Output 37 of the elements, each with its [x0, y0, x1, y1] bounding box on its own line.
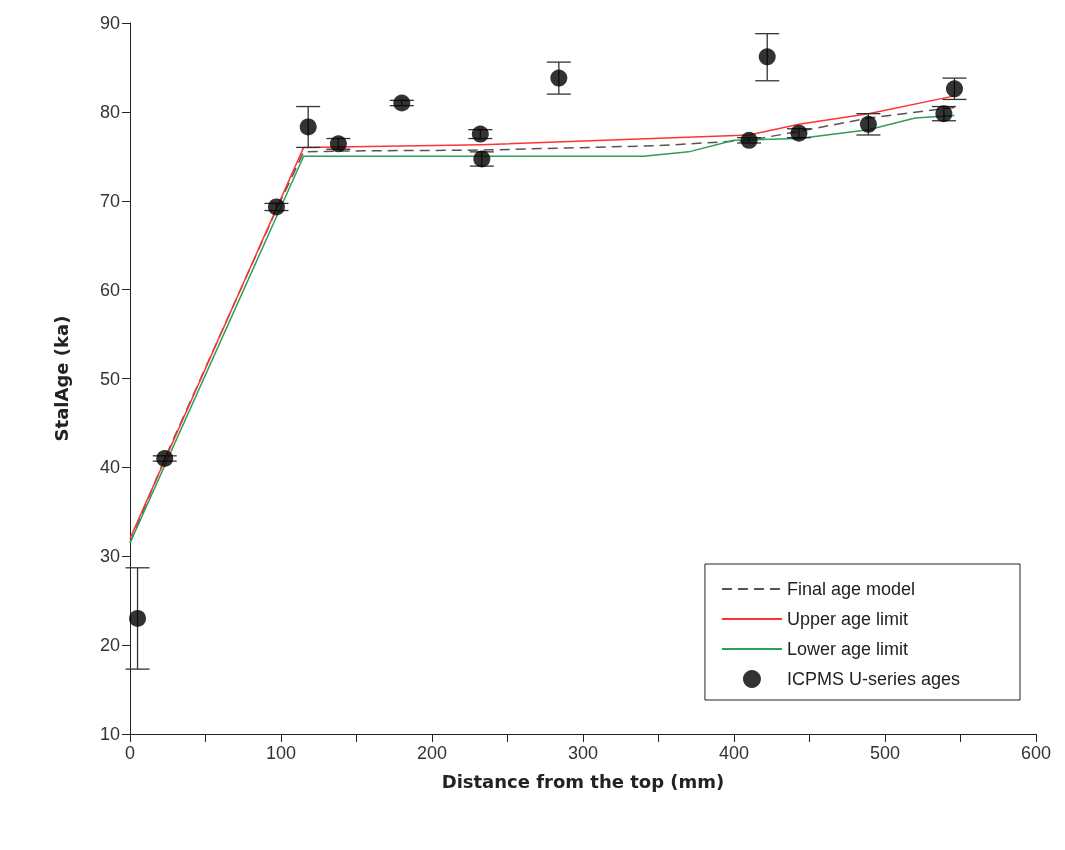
- point: [740, 131, 758, 149]
- y-tick-label: 50: [99, 368, 120, 389]
- point: [156, 449, 174, 467]
- y-tick-label: 70: [99, 190, 120, 211]
- y-tick-label: 60: [99, 279, 120, 300]
- point: [550, 69, 568, 87]
- y-tick-label: 90: [99, 13, 120, 33]
- point: [471, 125, 489, 143]
- point: [299, 118, 317, 136]
- x-tick-label: 100: [265, 743, 297, 763]
- x-axis-title: Distance from the top (mm): [441, 770, 725, 792]
- x-tick-label: 600: [1020, 743, 1052, 763]
- x-tick-label: 400: [718, 743, 750, 763]
- point: [790, 124, 808, 142]
- y-tick-label: 20: [99, 635, 120, 656]
- y-axis-title: StalAge (ka): [50, 315, 72, 442]
- legend-label: Lower age limit: [786, 639, 909, 659]
- y-tick-label: 10: [99, 724, 120, 744]
- point: [945, 80, 963, 98]
- point: [267, 198, 285, 216]
- point: [473, 150, 491, 168]
- x-tick-label: 200: [416, 743, 448, 763]
- legend-label: Upper age limit: [786, 609, 909, 629]
- y-tick-label: 40: [99, 457, 120, 478]
- legend-label: ICPMS U-series ages: [786, 669, 961, 689]
- x-tick-label: 300: [567, 743, 599, 763]
- point: [758, 48, 776, 66]
- y-tick-label: 80: [99, 101, 120, 122]
- x-tick-label: 0: [124, 743, 136, 763]
- legend-label: Final age model: [786, 579, 916, 599]
- point: [129, 609, 147, 627]
- point: [935, 105, 953, 123]
- point: [329, 135, 347, 153]
- x-tick-label: 500: [869, 743, 901, 763]
- point: [393, 94, 411, 112]
- point: [859, 115, 877, 133]
- y-tick-label: 30: [99, 546, 120, 567]
